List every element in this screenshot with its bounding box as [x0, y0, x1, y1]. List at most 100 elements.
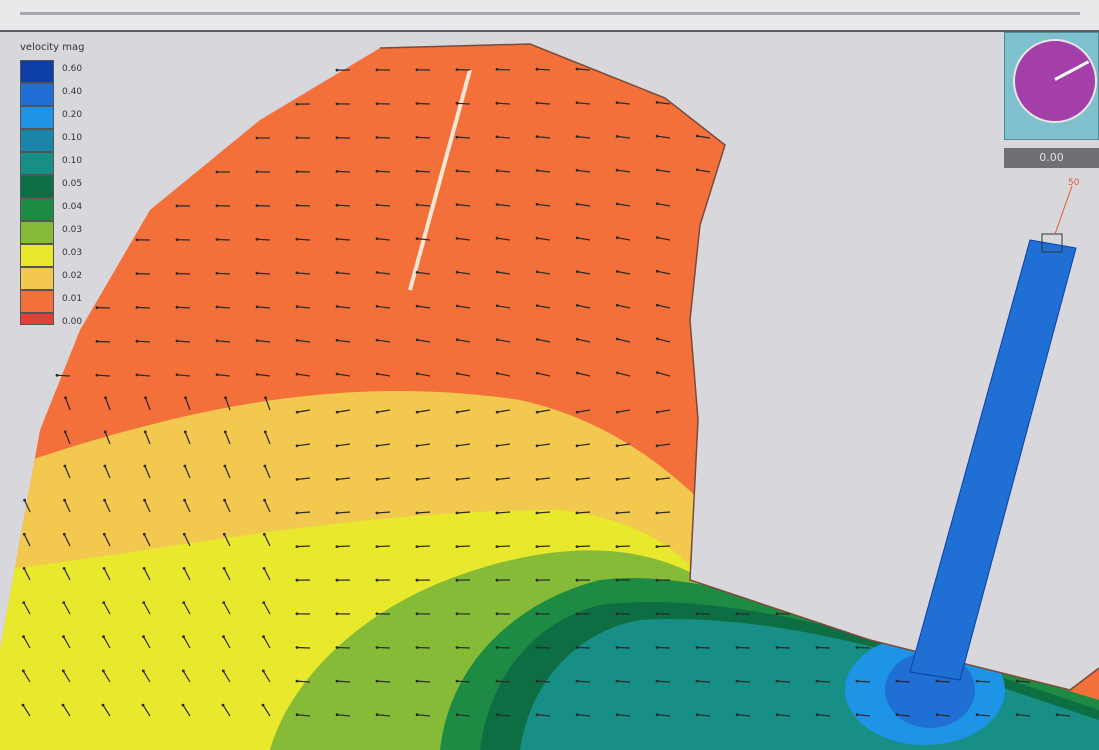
velocity-arrow [497, 714, 511, 717]
velocity-arrow-head [415, 169, 419, 173]
velocity-arrow-head [222, 567, 226, 570]
legend-swatch [20, 175, 54, 198]
velocity-arrow [656, 545, 671, 548]
velocity-arrow-head [255, 204, 259, 208]
velocity-arrow [456, 136, 471, 139]
flow-simulation-view[interactable] [0, 32, 1099, 750]
velocity-arrow [497, 339, 511, 343]
legend-label: 0.02 [62, 271, 83, 281]
velocity-arrow-head [375, 68, 379, 72]
velocity-arrow-head [261, 669, 265, 673]
velocity-arrow [143, 602, 151, 615]
velocity-arrow [263, 534, 271, 547]
velocity-arrow-head [101, 703, 105, 707]
velocity-arrow [537, 305, 551, 309]
velocity-arrow [457, 409, 471, 413]
velocity-arrow-head [263, 498, 266, 502]
velocity-arrow-head [295, 646, 299, 649]
velocity-arrow-head [222, 532, 226, 536]
velocity-arrow-head [495, 679, 499, 683]
velocity-arrow [616, 646, 631, 649]
legend-label: 0.00 [62, 317, 83, 327]
velocity-arrow [417, 271, 431, 275]
velocity-arrow [577, 271, 591, 275]
velocity-arrow [417, 714, 431, 717]
velocity-arrow [417, 204, 431, 207]
velocity-arrow [64, 397, 71, 411]
velocity-arrow-head [455, 135, 459, 139]
legend-label: 0.03 [62, 225, 83, 235]
velocity-arrow-head [142, 601, 146, 604]
velocity-arrow [536, 680, 551, 683]
velocity-arrow-head [262, 532, 266, 536]
velocity-arrow [217, 374, 231, 377]
velocity-arrow [224, 397, 231, 411]
velocity-arrow [182, 704, 191, 717]
velocity-arrow [616, 545, 631, 548]
velocity-arrow [416, 136, 431, 139]
velocity-arrow [457, 443, 471, 447]
velocity-arrow [496, 136, 511, 139]
velocity-arrow-head [415, 135, 419, 139]
velocity-arrow [497, 170, 511, 173]
velocity-arrow [336, 170, 351, 173]
velocity-arrow [297, 477, 311, 480]
velocity-arrow [336, 680, 351, 683]
velocity-arrow [22, 670, 31, 683]
time-display: 0.00 [1004, 148, 1099, 168]
velocity-arrow-head [495, 304, 499, 308]
velocity-arrow-head [975, 713, 979, 717]
velocity-arrow-head [455, 203, 459, 207]
velocity-arrow [337, 477, 351, 480]
velocity-arrow-head [255, 271, 259, 275]
velocity-arrow-head [295, 511, 299, 515]
velocity-arrow-head [22, 635, 25, 639]
velocity-arrow-head [223, 498, 227, 502]
velocity-arrow-head [615, 578, 619, 582]
velocity-arrow-head [455, 511, 459, 515]
velocity-arrow-head [295, 578, 299, 582]
velocity-arrow-head [295, 305, 299, 309]
probe-marker[interactable] [1041, 233, 1063, 253]
velocity-arrow-head [535, 304, 539, 307]
velocity-arrow [217, 340, 231, 343]
velocity-arrow [64, 431, 71, 445]
velocity-arrow [816, 680, 831, 683]
velocity-arrow-head [575, 511, 579, 515]
velocity-arrow-head [215, 271, 219, 275]
velocity-arrow-head [575, 646, 579, 649]
velocity-vector-layer [21, 67, 1071, 717]
velocity-arrow-head [142, 532, 146, 536]
velocity-arrow-head [215, 238, 219, 241]
velocity-arrow-head [655, 269, 659, 273]
velocity-arrow [576, 68, 591, 71]
velocity-arrow-head [455, 68, 459, 71]
velocity-arrow [22, 636, 31, 649]
orientation-compass[interactable] [1004, 32, 1099, 140]
velocity-arrow [656, 511, 671, 514]
velocity-arrow-head [95, 306, 99, 309]
velocity-arrow [617, 338, 631, 343]
velocity-arrow [262, 636, 271, 649]
velocity-arrow-head [415, 410, 419, 414]
velocity-arrow [417, 238, 431, 241]
velocity-arrow [577, 443, 591, 447]
velocity-arrow [142, 670, 151, 683]
velocity-arrow-head [63, 498, 66, 502]
velocity-arrow-head [615, 713, 619, 717]
velocity-arrow [416, 545, 431, 548]
velocity-arrow-head [255, 339, 259, 342]
velocity-arrow-head [62, 635, 65, 639]
velocity-arrow-head [575, 545, 579, 548]
velocity-arrow-head [455, 169, 459, 173]
velocity-arrow-head [335, 203, 339, 207]
velocity-arrow-head [535, 646, 539, 649]
velocity-arrow-head [415, 237, 419, 241]
velocity-arrow-head [655, 545, 659, 548]
velocity-arrow [537, 169, 551, 173]
velocity-arrow [23, 602, 31, 615]
velocity-arrow [537, 136, 551, 139]
velocity-arrow [657, 338, 671, 343]
velocity-arrow [537, 409, 551, 413]
legend-title: velocity mag [20, 42, 85, 53]
